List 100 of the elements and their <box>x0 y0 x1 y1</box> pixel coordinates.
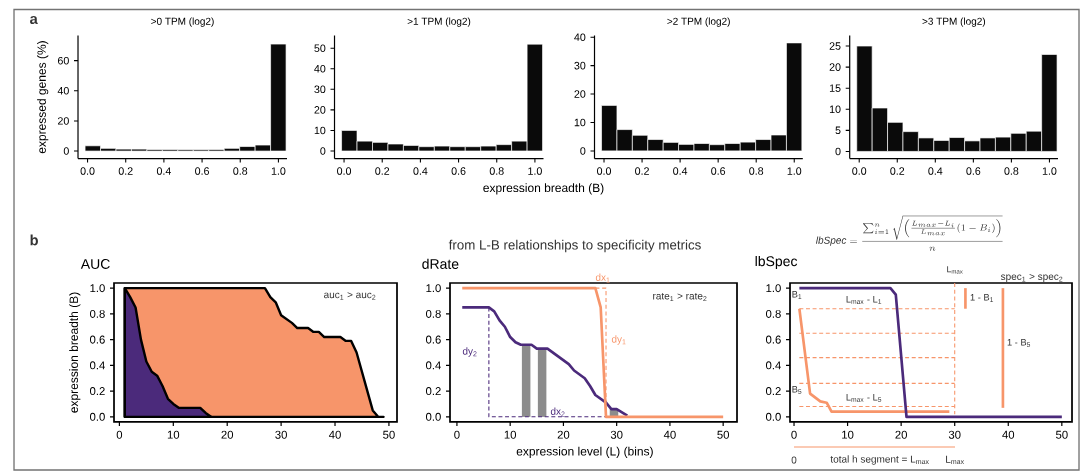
chart-title: AUC <box>80 259 110 269</box>
chart-title: >1 TPM (log2) <box>407 17 471 27</box>
annotation: 1 - B$_{1}$ <box>970 294 994 302</box>
x-tick-label: 30 <box>610 430 623 439</box>
annotation: dy$_{2}$ <box>462 347 477 357</box>
text: 0 <box>791 456 797 464</box>
y-tick-label: 0 <box>835 147 841 156</box>
x-tick-label: 0.6 <box>966 167 981 175</box>
text: b <box>30 234 38 246</box>
y-tick-label: 0.2 <box>425 387 441 396</box>
chart-title: >0 TPM (log2) <box>151 17 214 27</box>
x-tick-label: 0.0 <box>597 167 612 175</box>
x-tick-label: 0.2 <box>118 167 133 175</box>
text: from L-B relationships to specificity metrics <box>448 239 701 253</box>
chart-title: >3 TPM (log2) <box>922 17 986 27</box>
x-tick-label: 0.4 <box>156 167 172 175</box>
x-tick-label: 1.0 <box>528 167 542 175</box>
x-tick-label: 0.4 <box>673 167 688 175</box>
annotation: rate$_{1}$ > rate$_{2}$ <box>653 292 707 302</box>
x-tick-label: 50 <box>383 430 395 439</box>
y-tick-label: 20 <box>314 106 326 114</box>
y-tick-label: 0.8 <box>89 309 105 318</box>
x-tick-label: 0.0 <box>80 167 95 175</box>
x-tick-label: 0.8 <box>1004 167 1019 175</box>
x-tick-label: 0 <box>116 430 123 439</box>
y-axis-title: expression breadth (B) <box>69 292 81 413</box>
x-axis-title: expression breadth (B) <box>483 183 604 195</box>
x-tick-label: 20 <box>221 430 234 439</box>
x-tick-label: 0.4 <box>413 167 428 175</box>
x-tick-label: 1.0 <box>1042 167 1057 175</box>
y-tick-label: 40 <box>57 87 69 95</box>
y-tick-label: 0 <box>63 147 69 155</box>
y-tick-label: 50 <box>314 44 326 53</box>
text: $\mathit{lbSpec}=\frac{\sum_{i=1}^{n}\sqrt{\left(\frac{L_{max}-L_{i}}{L_{max}}(1-B_{i})\right)}}{n}$ <box>815 215 1003 251</box>
x-tick-label: 0.6 <box>195 167 210 175</box>
x-tick-label: 0.6 <box>451 167 466 175</box>
y-tick-label: 0.6 <box>425 335 441 344</box>
y-tick-label: 0.4 <box>765 361 781 370</box>
x-tick-label: 10 <box>842 430 854 439</box>
text: dx$_{1}$ <box>595 273 610 283</box>
annotation: auc$_{1}$ > auc$_{2}$ <box>324 292 376 300</box>
y-tick-label: 15 <box>829 84 841 92</box>
y-tick-label: 0.8 <box>765 309 781 318</box>
y-tick-label: 1.0 <box>426 284 441 293</box>
x-tick-label: 0.8 <box>233 167 248 175</box>
chart-title: dRate <box>422 258 459 269</box>
text: total h segment = L$_{max}$ <box>830 455 929 465</box>
y-tick-label: 1.0 <box>90 284 105 293</box>
chart-title: >2 TPM (log2) <box>667 17 730 27</box>
y-axis-title: expressed genes (%) <box>37 41 49 154</box>
x-tick-label: 0.0 <box>337 167 352 175</box>
x-axis-title: expression level (L) (bins) <box>516 446 653 458</box>
y-tick-label: 0.4 <box>425 361 441 370</box>
y-tick-label: 1.0 <box>766 284 781 293</box>
x-tick-label: 1.0 <box>271 167 286 175</box>
y-tick-label: 25 <box>829 42 841 50</box>
y-tick-label: 0.0 <box>765 412 781 421</box>
x-tick-label: 30 <box>948 430 961 439</box>
y-tick-label: 0 <box>320 147 326 155</box>
x-tick-label: 40 <box>328 430 341 439</box>
x-tick-label: 10 <box>167 430 180 439</box>
y-tick-label: 0 <box>580 147 586 155</box>
y-tick-label: 0.6 <box>89 335 105 344</box>
x-tick-label: 1.0 <box>787 167 802 175</box>
x-tick-label: 0.8 <box>749 167 764 175</box>
y-tick-label: 10 <box>829 105 841 114</box>
y-tick-label: 40 <box>574 33 586 41</box>
y-tick-label: 20 <box>829 63 841 71</box>
y-tick-label: 0.8 <box>425 309 441 318</box>
x-tick-label: 0.2 <box>635 167 649 175</box>
y-tick-label: 40 <box>314 65 326 73</box>
y-tick-label: 0.0 <box>89 412 105 421</box>
x-tick-label: 0.0 <box>852 167 867 175</box>
x-tick-label: 0 <box>791 430 797 439</box>
x-tick-label: 0.8 <box>489 167 504 175</box>
x-tick-label: 0.4 <box>928 167 943 175</box>
y-tick-label: 10 <box>574 118 586 127</box>
x-tick-label: 0.2 <box>375 167 390 175</box>
y-tick-label: 0.6 <box>765 335 781 344</box>
x-tick-label: 0 <box>454 430 460 439</box>
chart-title: lbSpec <box>755 255 798 269</box>
y-tick-label: 10 <box>314 126 326 135</box>
x-tick-label: 40 <box>663 430 676 439</box>
annotation: 1 - B$_{5}$ <box>1007 339 1031 347</box>
x-tick-label: 40 <box>1002 430 1015 439</box>
annotation: B$_{5}$ <box>792 386 802 394</box>
x-tick-label: 0.2 <box>890 167 905 175</box>
annotation: L$_{max}$ - L$_{5}$ <box>846 394 882 402</box>
x-tick-label: 0.6 <box>711 167 726 175</box>
text: L$_{max}$ <box>946 455 964 465</box>
x-tick-label: 50 <box>1055 430 1068 439</box>
x-tick-label: 30 <box>275 430 287 439</box>
annotation: L$_{max}$ - L$_{1}$ <box>846 296 882 304</box>
y-tick-label: 0.0 <box>425 412 441 421</box>
y-tick-label: 60 <box>57 56 69 65</box>
x-tick-label: 20 <box>557 430 570 439</box>
y-tick-label: 0.2 <box>89 387 105 396</box>
text: spec$_{1}$ > spec$_{2}$ <box>1000 274 1063 282</box>
x-tick-label: 50 <box>717 430 730 439</box>
annotation: B$_{1}$ <box>792 291 802 299</box>
